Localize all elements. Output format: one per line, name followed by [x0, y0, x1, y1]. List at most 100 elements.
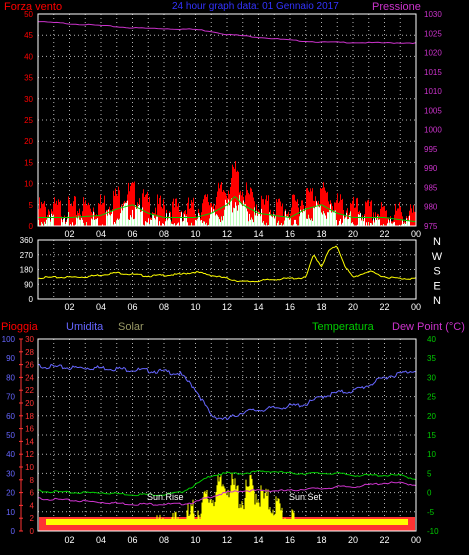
wind-axis-label: Forza vento: [4, 1, 62, 13]
compass-label: N: [433, 295, 441, 307]
pressure-tick-label: 1015: [424, 68, 442, 77]
series-marks: [37, 245, 417, 283]
rain-tick-label: 12: [25, 450, 34, 459]
x-tick-label: 06: [127, 535, 137, 545]
wind-tick-label: 45: [24, 31, 33, 40]
wind-tick-label: 40: [24, 52, 33, 61]
dewpoint-line: [38, 481, 417, 506]
plot-frame: [37, 13, 417, 227]
wind-tick-label: 5: [29, 201, 34, 210]
rain-tick-label: 24: [25, 373, 34, 382]
temp-tick-label: -10: [427, 527, 439, 536]
humidity-tick-label: 70: [6, 393, 15, 402]
x-tick-label: 20: [348, 535, 358, 545]
humidity-tick-label: 10: [6, 508, 15, 517]
x-tick-label: 10: [190, 229, 200, 239]
pressure-tick-label: 990: [424, 164, 438, 173]
tick-labels: 0 10 20 30 40 5 06 0 70 80 90 10 00 24 6 8 10 12 14 16 18 20 2…: [2, 335, 439, 545]
sunrise-annotation: Sun Rise: [147, 492, 184, 502]
x-tick-label: 16: [285, 535, 295, 545]
x-tick-label: 14: [253, 229, 263, 239]
humidity-tick-label: 50: [6, 431, 15, 440]
rain-tick-label: 22: [25, 386, 34, 395]
direction-tick-label: 270: [20, 251, 34, 260]
sunset-annotation: Sun Set: [289, 492, 322, 502]
pressure-tick-label: 1000: [424, 126, 442, 135]
x-tick-label: 06: [127, 229, 137, 239]
pressure-tick-label: 1025: [424, 29, 442, 38]
compass-label: W: [432, 251, 443, 263]
pressure-line: [37, 21, 417, 45]
humidity-label: Umidita: [66, 321, 104, 333]
rain-label: Pioggia: [1, 321, 39, 333]
direction-tick-label: 0: [29, 295, 34, 304]
rain-humidity-temp-panel: Pioggia Umidita Solar Temperatura Dew Po…: [1, 321, 465, 545]
direction-line: [37, 245, 417, 283]
rain-tick-label: 14: [25, 437, 34, 446]
pressure-tick-label: 1010: [424, 87, 442, 96]
rain-tick-label: 26: [25, 361, 34, 370]
x-tick-label: 08: [159, 535, 169, 545]
x-tick-label: 18: [316, 535, 326, 545]
direction-tick-label: 360: [20, 236, 34, 245]
temp-tick-label: -5: [427, 508, 435, 517]
temperature-line: [38, 469, 417, 497]
series-marks: [37, 21, 417, 226]
x-tick-label: 22: [379, 229, 389, 239]
temp-tick-label: 40: [427, 335, 436, 344]
series-marks: [37, 363, 417, 531]
rain-tick-label: 8: [30, 476, 35, 485]
dewpoint-label: Dew Point (°C): [392, 321, 465, 333]
x-tick-label: 02: [64, 229, 74, 239]
temp-tick-label: 20: [427, 412, 436, 421]
x-tick-label: 10: [190, 302, 200, 312]
humidity-tick-label: 30: [6, 469, 15, 478]
x-tick-label: 14: [253, 302, 263, 312]
plot-frame: [37, 239, 417, 300]
wind-tick-label: 35: [24, 74, 33, 83]
wind-pressure-panel: Forza vento 24 hour graph data: 01 Genna…: [4, 1, 442, 239]
x-tick-label: 18: [316, 229, 326, 239]
rain-tick-label: 0: [30, 527, 35, 536]
rain-tick-label: 20: [25, 399, 34, 408]
x-tick-label: 04: [96, 229, 106, 239]
x-tick-label: 08: [159, 229, 169, 239]
wind-tick-label: 0: [29, 222, 34, 231]
x-tick-label: 12: [222, 535, 232, 545]
humidity-tick-label: 100: [2, 335, 16, 344]
pressure-tick-label: 980: [424, 203, 438, 212]
x-tick-label: 16: [285, 229, 295, 239]
humidity-line: [37, 363, 417, 421]
pressure-tick-label: 975: [424, 222, 438, 231]
humidity-tick-label: 80: [6, 373, 15, 382]
temp-tick-label: 5: [427, 469, 432, 478]
x-tick-label: 06: [127, 302, 137, 312]
x-tick-label: 10: [190, 535, 200, 545]
chart-title: 24 hour graph data: 01 Gennaio 2017: [172, 1, 339, 12]
humidity-tick-label: 40: [6, 450, 15, 459]
plot-frame: [37, 338, 417, 532]
rain-tick-label: 4: [30, 501, 35, 510]
x-tick-label: 12: [222, 302, 232, 312]
x-tick-label: 18: [316, 302, 326, 312]
x-tick-label: 04: [96, 302, 106, 312]
compass-label: E: [433, 280, 440, 292]
x-tick-label: 16: [285, 302, 295, 312]
pressure-tick-label: 985: [424, 183, 438, 192]
pressure-tick-label: 1020: [424, 49, 442, 58]
wind-tick-label: 30: [24, 95, 33, 104]
rain-tick-label: 18: [25, 412, 34, 421]
pressure-tick-label: 1030: [424, 10, 442, 19]
x-tick-label: 00: [411, 535, 421, 545]
rain-tick-label: 16: [25, 425, 34, 434]
humidity-tick-label: 90: [6, 354, 15, 363]
x-tick-label: 22: [379, 535, 389, 545]
humidity-tick-label: 0: [11, 527, 16, 536]
temp-tick-label: 10: [427, 450, 436, 459]
rain-tick-label: 10: [25, 463, 34, 472]
grid: [38, 13, 416, 227]
x-tick-label: 20: [348, 229, 358, 239]
rain-tick-label: 6: [30, 489, 35, 498]
